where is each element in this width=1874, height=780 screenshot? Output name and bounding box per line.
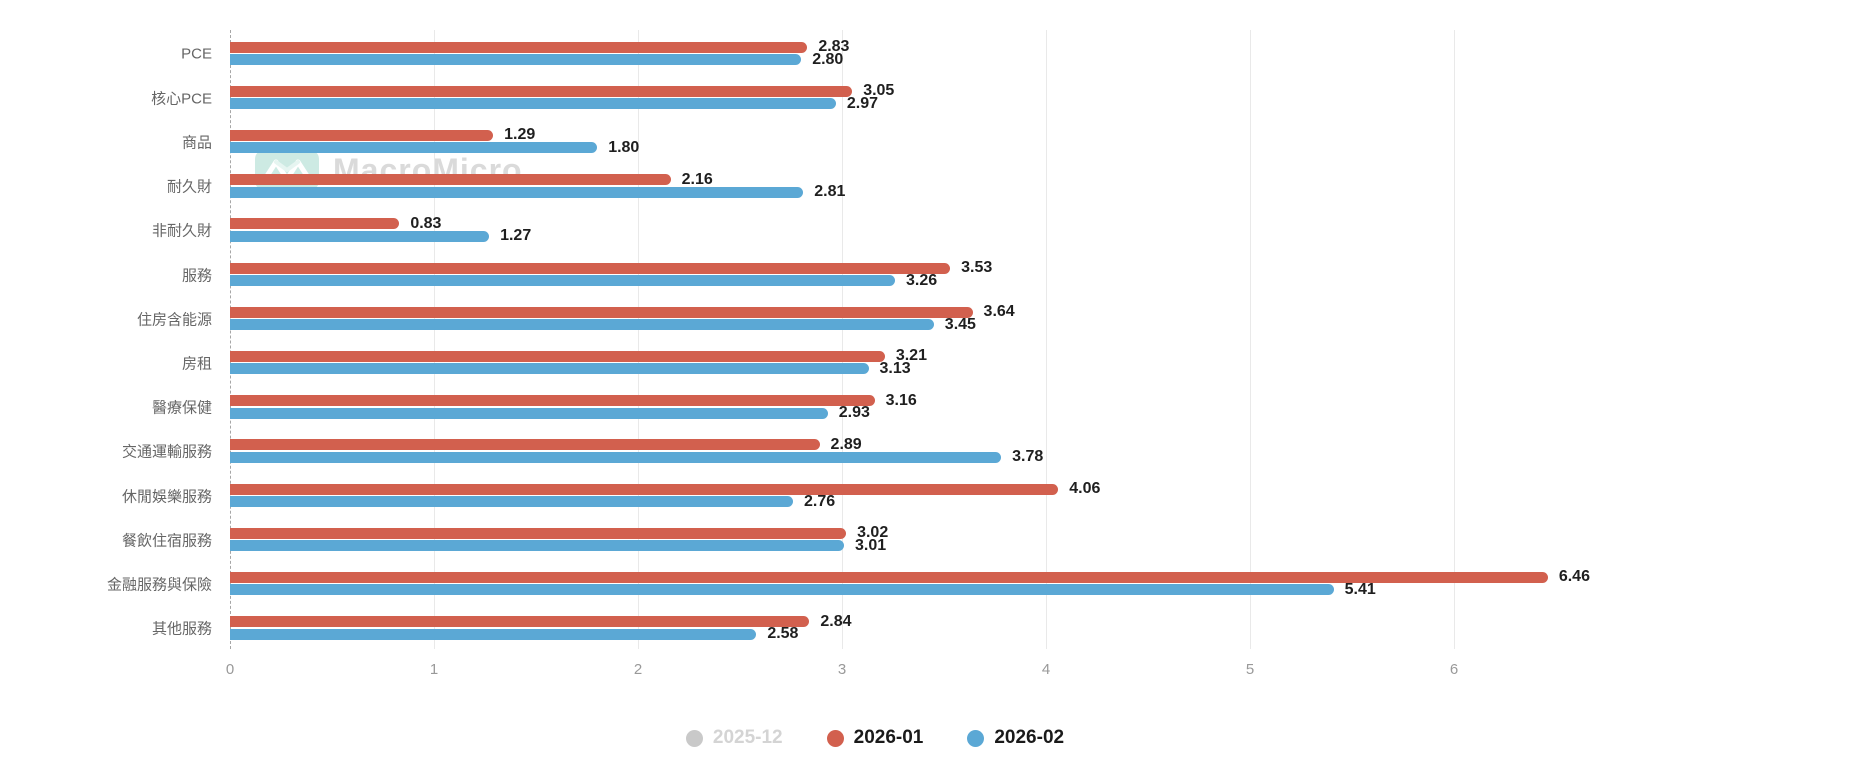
bar-2026-02-PCE[interactable] [230, 54, 802, 65]
category-label: 休閒娛樂服務 [121, 488, 212, 505]
x-tick-label: 0 [225, 661, 235, 678]
category-label: 醫療保健 [151, 399, 212, 417]
x-tick-label: 5 [1245, 661, 1255, 678]
bar-2026-02-休閒娛樂服務[interactable] [230, 496, 794, 507]
zero-axis-line [230, 30, 231, 649]
bar-value-label: 1.29 [504, 126, 536, 144]
bar-value-label: 3.13 [879, 359, 911, 377]
bar-2026-01-其他服務[interactable] [230, 616, 810, 628]
x-tick-label: 3 [837, 661, 847, 678]
bar-value-label: 3.53 [961, 259, 993, 276]
bar-2026-01-非耐久財[interactable] [230, 218, 400, 230]
category-label: 其他服務 [151, 620, 212, 638]
bar-value-label: 2.76 [804, 492, 836, 510]
gridline [1046, 30, 1047, 649]
bar-value-label: 1.80 [608, 138, 640, 156]
bar-2026-02-耐久財[interactable] [230, 186, 804, 198]
category-label: 交通運輸服務 [121, 443, 212, 461]
bar-value-label: 3.45 [944, 315, 976, 333]
x-tick-label: 4 [1041, 661, 1051, 678]
bar-value-label: 3.64 [983, 303, 1015, 321]
bar-value-label: 3.26 [906, 271, 938, 289]
legend-swatch-icon [967, 729, 985, 747]
bar-2026-02-商品[interactable] [230, 142, 598, 154]
bar-value-label: 5.41 [1344, 580, 1376, 598]
bar-2026-02-金融服務與保險[interactable] [230, 584, 1334, 596]
legend-item-label: 2026-01 [853, 727, 924, 748]
bar-value-label: 2.89 [830, 435, 862, 453]
category-label: 非耐久財 [151, 222, 212, 240]
bar-value-label: 6.46 [1558, 568, 1590, 586]
gridline [1250, 30, 1251, 649]
bar-2026-01-房租[interactable] [230, 350, 885, 362]
bar-value-label: 3.21 [895, 347, 927, 365]
gridline [434, 30, 435, 649]
gridline [1454, 30, 1455, 649]
legend-item-label: 2026-02 [994, 727, 1065, 748]
bar-2026-01-核心PCE[interactable] [230, 85, 853, 97]
category-label: 住房含能源 [136, 311, 212, 329]
bar-2026-02-核心PCE[interactable] [230, 98, 836, 110]
bar-2026-01-耐久財[interactable] [230, 174, 671, 186]
bar-2026-02-非耐久財[interactable] [230, 230, 490, 242]
bar-2026-02-交通運輸服務[interactable] [230, 451, 1002, 463]
legend-item-2026-02[interactable]: 2026-02 [967, 727, 1064, 749]
x-tick-label: 2 [633, 661, 643, 678]
bar-value-label: 1.27 [500, 227, 532, 245]
bar-value-label: 3.02 [857, 524, 889, 542]
bar-value-label: 2.97 [846, 94, 879, 112]
legend-item-2026-01[interactable]: 2026-01 [826, 727, 924, 749]
bar-value-label: 2.84 [820, 612, 852, 630]
legend-swatch-icon [685, 729, 703, 747]
bar-2026-02-醫療保健[interactable] [230, 407, 828, 419]
bar-value-label: 3.01 [855, 536, 887, 554]
legend-swatch-icon [826, 729, 844, 747]
category-label: PCE [181, 45, 212, 62]
bar-value-label: 2.81 [814, 183, 846, 201]
bar-value-label: 0.83 [410, 214, 442, 232]
legend: 2025-12 2026-01 2026-02 [0, 722, 1750, 754]
bar-2026-01-餐飲住宿服務[interactable] [230, 527, 847, 539]
category-label: 服務 [181, 267, 212, 284]
bar-2026-02-房租[interactable] [230, 363, 869, 375]
bar-2026-02-其他服務[interactable] [230, 628, 757, 640]
bar-2026-01-金融服務與保險[interactable] [230, 571, 1548, 583]
category-label: 金融服務與保險 [106, 576, 212, 594]
bar-2026-02-住房含能源[interactable] [230, 319, 934, 331]
bar-2026-01-醫療保健[interactable] [230, 395, 875, 407]
bar-value-label: 2.83 [818, 38, 850, 55]
bar-value-label: 4.06 [1069, 480, 1101, 497]
bar-2026-02-服務[interactable] [230, 275, 896, 286]
bar-2026-01-住房含能源[interactable] [230, 306, 973, 318]
category-label: 核心PCE [151, 90, 212, 108]
bar-value-label: 3.16 [885, 391, 917, 409]
bar-value-label: 2.93 [838, 404, 870, 422]
category-label: 房租 [181, 355, 212, 373]
category-label: 餐飲住宿服務 [121, 532, 212, 550]
gridline [638, 30, 639, 649]
bar-2026-02-餐飲住宿服務[interactable] [230, 540, 845, 552]
x-tick-label: 6 [1449, 661, 1459, 678]
bar-value-label: 3.78 [1012, 448, 1044, 466]
bar-2026-01-休閒娛樂服務[interactable] [230, 483, 1059, 495]
legend-item-2025-12[interactable]: 2025-12 [685, 727, 783, 749]
bar-value-label: 2.58 [767, 625, 799, 643]
bar-value-label: 2.80 [812, 50, 844, 68]
bar-2026-01-商品[interactable] [230, 129, 494, 141]
legend-item-label: 2025-12 [712, 727, 783, 748]
category-label: 耐久財 [166, 178, 212, 196]
x-tick-label: 1 [429, 661, 439, 678]
gridline [842, 30, 843, 649]
bar-2026-01-PCE[interactable] [230, 41, 808, 53]
bar-value-label: 2.16 [681, 170, 713, 188]
category-label: 商品 [181, 134, 212, 152]
bar-2026-01-服務[interactable] [230, 262, 951, 274]
bar-2026-01-交通運輸服務[interactable] [230, 439, 820, 451]
bar-value-label: 3.05 [863, 82, 895, 100]
